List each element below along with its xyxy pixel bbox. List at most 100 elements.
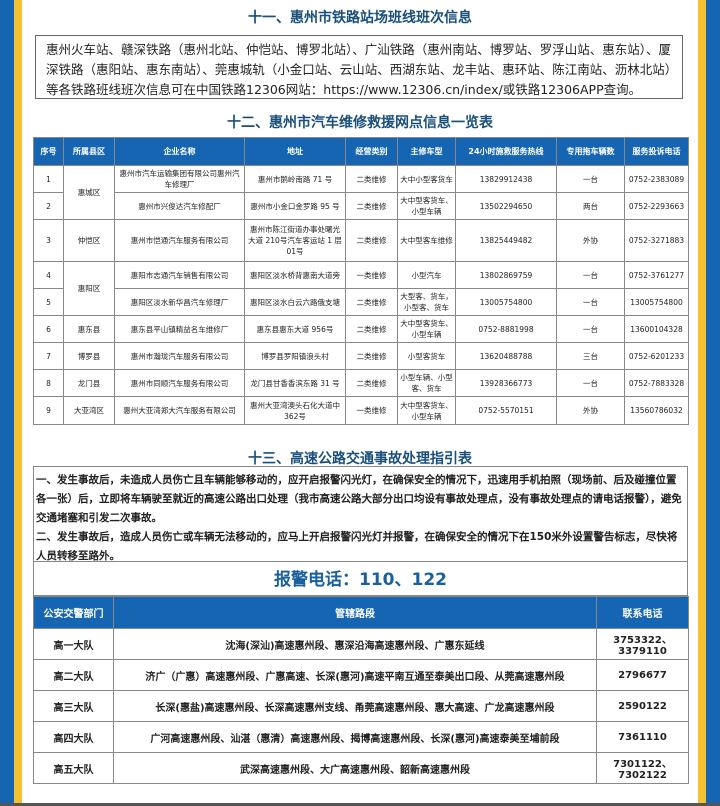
table-row: 3 仲恺区 惠州市恺通汽车服务有限公司 惠州市陈江街道办事处曙光大道 210号汽车客运… (33, 219, 689, 262)
table-row: 高五大队 武深高速惠州段、大广高速惠州段、韶新高速惠州段 7301122、73021… (33, 752, 689, 784)
table-cell: 0752-3271883 (624, 219, 689, 262)
column-header: 公安交警部门 (33, 596, 114, 629)
table-cell: 惠州大亚湾澳头石化大道中 362号 (244, 396, 346, 425)
table-cell: 13005754800 (455, 288, 557, 316)
table-cell: 沈海(深汕)高速惠州段、惠深沿海高速惠州段、广惠东延线 (113, 628, 597, 660)
table-cell: 长深(惠盐)高速惠州段、长深高速惠州支线、甬莞高速惠州段、惠大高速、广龙高速惠州… (113, 690, 597, 722)
table-cell: 广河高速惠州段、汕湛（惠清）高速惠州段、揭博高速惠州段、长深(惠河)高速泰美至埔… (113, 721, 597, 753)
table-cell: 0752-6201233 (624, 342, 689, 370)
table-cell: 惠州市同顺汽车服务有限公司 (114, 369, 245, 397)
section-13-title: 十三、高速公路交通事故处理指引表 (248, 451, 472, 467)
table-row: 高一大队 沈海(深汕)高速惠州段、惠深沿海高速惠州段、广惠东延线 3753322、3… (33, 628, 689, 660)
table-cell: 高四大队 (33, 721, 114, 753)
table-cell: 高三大队 (33, 690, 114, 722)
hotline-number: 报警电话：110、122 (274, 570, 447, 590)
table-cell: 仲恺区 (63, 219, 115, 262)
accident-guide-box: 一、发生事故后，未造成人员伤亡且车辆能够移动的，应开启报警闪光灯，在确保安全的情… (33, 466, 688, 596)
table-cell: 惠阳区淡水白云六路俄支塘 (244, 288, 346, 316)
table-cell: 三台 (556, 342, 625, 370)
left-blue-border (0, 0, 14, 806)
table-cell: 二类维修 (345, 342, 398, 370)
table-cell: 惠东县平山镇精益名车维修厂 (114, 315, 245, 343)
table-cell: 惠阳市志通汽车销售有限公司 (114, 261, 245, 289)
column-header: 地址 (244, 137, 346, 166)
column-header: 服务投诉电话 (624, 137, 689, 166)
table-cell: 13560786032 (624, 396, 689, 425)
railway-info-box: 惠州火车站、赣深铁路（惠州北站、仲恺站、博罗北站）、广汕铁路（惠州南站、博罗站、… (35, 35, 683, 99)
section-12-title: 十二、惠州市汽车维修救援网点信息一览表 (227, 115, 493, 131)
table-cell: 2 (33, 192, 64, 220)
table-cell: 博罗县 (63, 342, 115, 370)
table-cell: 4 (33, 261, 64, 289)
column-header: 序号 (33, 137, 64, 166)
guide-paragraph-1: 一、发生事故后，未造成人员伤亡且车辆能够移动的，应开启报警闪光灯，在确保安全的情… (36, 474, 682, 524)
table-cell: 7361110 (596, 721, 689, 753)
table-row: 6 惠东县 惠东县平山镇精益名车维修厂 惠东县惠东大道 956号 二类维修 大中型客货车、… (33, 315, 689, 343)
table-cell: 9 (33, 396, 64, 425)
table-cell: 惠州市小金口金罗路 95 号 (244, 192, 346, 220)
table-cell: 二类维修 (345, 192, 398, 220)
table-cell: 大型客、货车，小型客、货车 (397, 288, 456, 316)
table-row: 4 惠阳区 惠阳市志通汽车销售有限公司 惠阳区淡水桥背惠南大道旁 一类维修 小型汽车 138… (33, 261, 689, 316)
table-cell: 一台 (556, 315, 625, 343)
table-cell: 13802869759 (455, 261, 557, 289)
table-cell: 惠东县 (63, 315, 115, 343)
table-cell: 惠东县惠东大道 956号 (244, 315, 346, 343)
table-cell: 高五大队 (33, 752, 114, 784)
table-cell: 7301122、7302122 (596, 752, 689, 784)
table-cell: 2590122 (596, 690, 689, 722)
section-11-title: 十一、惠州市铁路站场班线班次信息 (248, 10, 472, 26)
table-cell: 小型客货车 (397, 342, 456, 370)
table-row: 2 惠州市兴俊达汽车修配厂 惠州市小金口金罗路 95 号二类维修 大中型客货车、小型车… (33, 192, 689, 220)
table-row: 7 博罗县 惠州市瀚珑汽车服务有限公司 博罗县罗阳镇浪头村 二类维修 小型客货车 13620… (33, 342, 689, 370)
table-cell: 大中型客货车、小型车辆 (397, 396, 456, 425)
table-cell: 大中型客货车、小型车辆 (397, 315, 456, 343)
table-cell: 13928366773 (455, 369, 557, 397)
column-header: 企业名称 (114, 137, 245, 166)
table-cell: 高二大队 (33, 659, 114, 691)
traffic-police-table: 公安交警部门 管辖路段 联系电话 高一大队 沈海(深汕)高速惠州段、惠深沿海高速惠州段… (33, 596, 689, 784)
table-cell: 两台 (556, 192, 625, 220)
table-cell: 济广（广惠）高速惠州段、广惠高速、长深(惠河)高速平南互通至泰美出口段、从莞高速… (113, 659, 597, 691)
column-header: 主修车型 (397, 137, 456, 166)
column-header: 所属县区 (63, 137, 115, 166)
table-cell: 一台 (556, 165, 625, 193)
table-cell: 惠阳区淡水新华昌汽车修理厂 (114, 288, 245, 316)
table-cell: 惠州市陈江街道办事处曙光大道 210号汽车客运站 1 层 01号 (244, 219, 346, 262)
table-row: 高三大队 长深(惠盐)高速惠州段、长深高速惠州支线、甬莞高速惠州段、惠大高速、广龙… (33, 690, 689, 722)
column-header: 联系电话 (596, 596, 689, 629)
table-cell: 博罗县罗阳镇浪头村 (244, 342, 346, 370)
table-cell: 惠州大亚湾郑大汽车服务有限公司 (114, 396, 245, 425)
table-cell: 小型车辆、小型客、货车 (397, 369, 456, 397)
table-cell: 惠州市鹅岭南路 71 号 (244, 165, 346, 193)
table-cell: 外协 (556, 219, 625, 262)
table-row: 9 大亚湾区 惠州大亚湾郑大汽车服务有限公司 惠州大亚湾澳头石化大道中 362号 一类维… (33, 396, 689, 425)
table-cell: 13829912438 (455, 165, 557, 193)
table-header-row: 公安交警部门 管辖路段 联系电话 (33, 596, 689, 629)
table-cell: 高一大队 (33, 628, 114, 660)
guide-paragraph-2: 二、发生事故后，造成人员伤亡或车辆无法移动的，应马上开启报警闪光灯并报警，在确保… (36, 531, 678, 562)
table-cell: 3 (33, 219, 64, 262)
table-row: 高二大队 济广（广惠）高速惠州段、广惠高速、长深(惠河)高速平南互通至泰美出口段、… (33, 659, 689, 691)
table-cell: 2796677 (596, 659, 689, 691)
table-cell: 8 (33, 369, 64, 397)
table-cell: 龙门县甘香香滨东路 31 号 (244, 369, 346, 397)
table-cell: 13825449482 (455, 219, 557, 262)
table-cell: 大中型客车维修 (397, 219, 456, 262)
right-yellow-border (698, 0, 706, 806)
table-cell: 1 (33, 165, 64, 193)
table-cell: 二类维修 (345, 165, 398, 193)
table-cell: 外协 (556, 396, 625, 425)
table-cell: 0752-2383089 (624, 165, 689, 193)
right-blue-border (706, 0, 720, 806)
table-cell: 5 (33, 288, 64, 316)
table-cell: 6 (33, 315, 64, 343)
column-header: 经营类别 (345, 137, 398, 166)
table-row: 8 龙门县 惠州市同顺汽车服务有限公司 龙门县甘香香滨东路 31 号二类维修 小型车辆、… (33, 369, 689, 397)
table-row: 5 惠阳区淡水新华昌汽车修理厂 惠阳区淡水白云六路俄支塘 二类维修 大型客、货车，小型客… (33, 288, 689, 316)
table-cell: 惠州市兴俊达汽车修配厂 (114, 192, 245, 220)
table-cell: 惠阳区淡水桥背惠南大道旁 (244, 261, 346, 289)
table-cell: 0752-7883328 (624, 369, 689, 397)
table-cell: 龙门县 (63, 369, 115, 397)
table-cell: 0752-8881998 (455, 315, 557, 343)
